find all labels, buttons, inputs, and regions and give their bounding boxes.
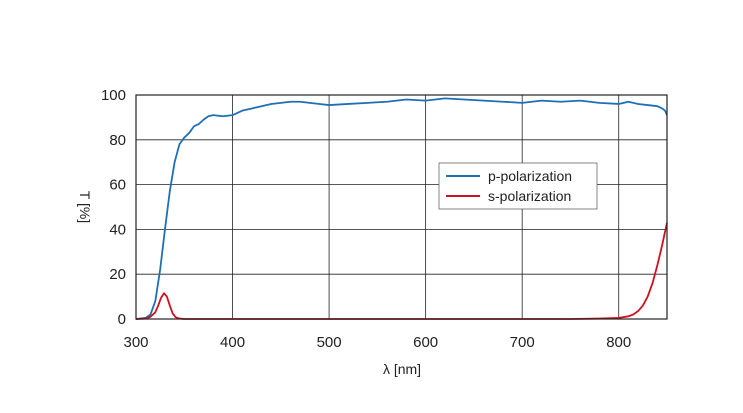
legend: p-polarization s-polarization [438, 162, 598, 210]
y-tick-label: 60 [109, 177, 126, 194]
x-tick-label: 800 [606, 334, 631, 351]
y-tick-label: 80 [109, 132, 126, 149]
y-tick-label: 100 [101, 87, 126, 104]
legend-label-s-polarization: s-polarization [488, 188, 571, 204]
series-line-p-polarization [135, 97, 668, 320]
legend-box [438, 162, 598, 210]
x-tick-label: 600 [413, 334, 438, 351]
x-tick-label: 300 [123, 334, 148, 351]
y-tick-label: 40 [109, 221, 126, 238]
plot-frame [135, 94, 668, 320]
x-tick-label: 400 [220, 334, 245, 351]
y-tick-labels: 0 20 40 60 80 100 [101, 87, 126, 328]
y-tick-label: 20 [109, 266, 126, 283]
y-axis-label: T [%] [77, 191, 93, 223]
legend-label-p-polarization: p-polarization [488, 168, 572, 184]
x-axis-label: λ [nm] [383, 361, 421, 377]
x-tick-label: 500 [317, 334, 342, 351]
x-tick-labels: 300 400 500 600 700 800 [123, 334, 631, 351]
y-tick-label: 0 [118, 311, 126, 328]
x-tick-label: 700 [510, 334, 535, 351]
